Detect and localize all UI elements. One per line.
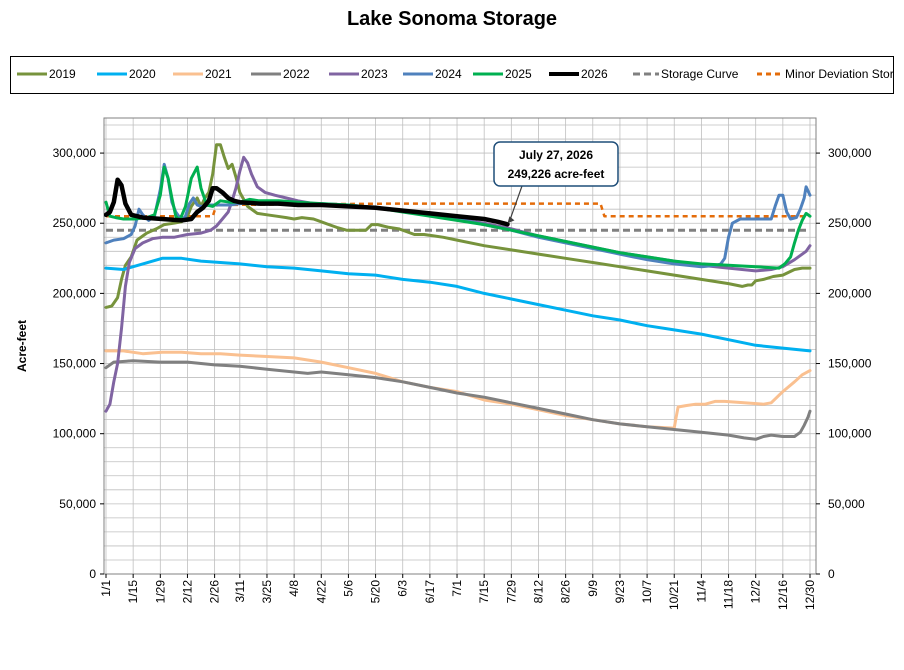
legend-graphic: 2019 2020 2021 2022 2023 2024 2025 2026 Storage …: [17, 67, 904, 81]
y-tick-label-right: 250,000: [828, 216, 872, 230]
x-tick-label: 5/6: [341, 580, 355, 597]
y-tick-label-right: 200,000: [828, 286, 872, 300]
y-tick-label-right: 150,000: [828, 357, 872, 371]
x-tick-label: 11/4: [694, 580, 708, 603]
x-tick-label: 2/12: [180, 580, 194, 604]
plot-frame: [103, 117, 817, 575]
x-tick-label: 11/18: [722, 580, 736, 609]
y-tick-label-left: 0: [89, 567, 96, 581]
y-tick-label-right: 50,000: [828, 497, 865, 511]
x-tick-label: 1/29: [153, 580, 167, 604]
legend-label: 2023: [361, 67, 388, 81]
x-tick-label: 1/1: [99, 580, 113, 597]
y-tick-label-left: 100,000: [53, 427, 97, 441]
x-tick-label: 8/12: [531, 580, 545, 604]
chart-title: Lake Sonoma Storage: [346, 8, 558, 30]
series-line-2026: [104, 177, 510, 227]
x-tick-label: 10/21: [667, 580, 681, 610]
x-tick-label: 3/25: [260, 580, 274, 604]
x-tick-label: 7/29: [504, 580, 518, 604]
y-tick-label-right: 300,000: [828, 146, 872, 160]
series-line-minor-deviation-storage-curve: [106, 202, 810, 218]
x-tick-label: 7/1: [450, 580, 464, 597]
x-tick-label: 9/23: [613, 580, 627, 604]
x-tick-label: 7/15: [477, 580, 491, 604]
y-tick-label-right: 100,000: [828, 427, 872, 441]
x-tick-label: 10/7: [640, 580, 654, 604]
x-tick-label: 5/20: [369, 580, 383, 604]
x-tick-label: 6/3: [396, 580, 410, 597]
series-line-2020: [104, 256, 812, 353]
x-tick-label: 12/2: [749, 580, 763, 604]
legend-label: Minor Deviation Storage Curve: [785, 67, 893, 81]
y-tick-label-left: 150,000: [53, 357, 97, 371]
series-line-2022: [104, 359, 812, 441]
x-tick-label: 2/26: [208, 580, 222, 604]
legend-label: 2026: [581, 67, 608, 81]
x-tick-label: 8/26: [559, 580, 573, 604]
legend-label: 2019: [49, 67, 76, 81]
x-tick-label: 4/8: [287, 580, 301, 597]
y-tick-label-left: 250,000: [53, 216, 97, 230]
y-tick-label-left: 300,000: [53, 146, 97, 160]
annotation-leader: [508, 185, 523, 222]
legend-label: Storage Curve: [661, 67, 739, 81]
annotation-date: July 27, 2026: [519, 148, 593, 162]
legend-label: 2022: [283, 67, 310, 81]
legend: 2019 2020 2021 2022 2023 2024 2025 2026 Storage …: [10, 56, 904, 94]
series-line-2025: [104, 165, 812, 270]
x-tick-label: 12/16: [776, 580, 790, 610]
annotation-value: 249,226 acre-feet: [508, 167, 605, 181]
legend-label: 2024: [435, 67, 462, 81]
y-tick-label-left: 200,000: [53, 286, 97, 300]
legend-label: 2025: [505, 67, 532, 81]
x-tick-label: 12/30: [803, 580, 817, 610]
annotation-box: [493, 141, 619, 187]
y-axis-label: Acre-feet: [15, 320, 29, 372]
annotation-arrowhead: [507, 216, 515, 224]
legend-label: 2020: [129, 67, 156, 81]
x-tick-label: 3/11: [233, 580, 247, 603]
x-tick-label: 1/15: [126, 580, 140, 604]
y-tick-label-left: 50,000: [59, 497, 96, 511]
x-tick-label: 6/17: [423, 580, 437, 604]
legend-label: 2021: [205, 67, 232, 81]
x-tick-label: 4/22: [314, 580, 328, 604]
x-tick-label: 9/9: [586, 580, 600, 597]
y-tick-label-right: 0: [828, 567, 835, 581]
